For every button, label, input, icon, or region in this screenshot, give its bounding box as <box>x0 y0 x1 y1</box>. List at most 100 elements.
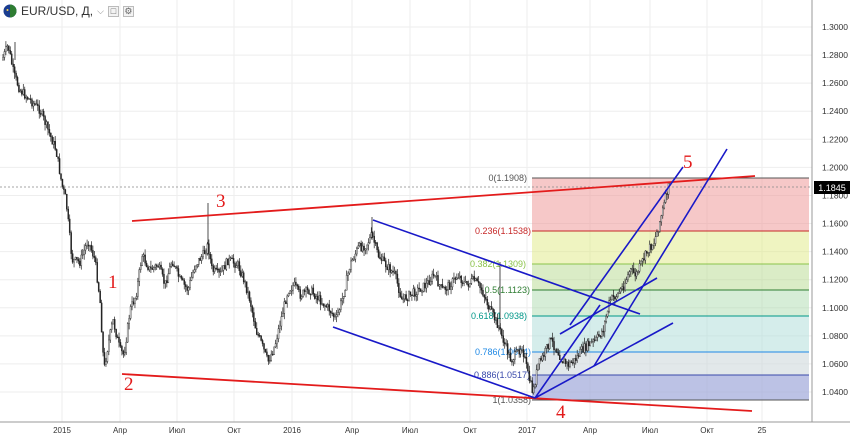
candle-body <box>601 330 603 337</box>
candle-body <box>261 340 264 344</box>
candle-body <box>54 141 56 150</box>
fib-zone-0-236 <box>532 178 809 231</box>
candle-body <box>209 254 212 260</box>
candle-body <box>444 286 447 290</box>
candle-body <box>129 306 132 319</box>
price-tick-label: 1.2600 <box>822 78 848 88</box>
candle-body <box>96 262 98 283</box>
candle-body <box>576 355 578 361</box>
candle-body <box>440 284 442 286</box>
candle-body <box>115 329 117 338</box>
candle-body <box>234 263 236 268</box>
time-tick-label: Окт <box>463 426 477 435</box>
candle-body <box>256 327 258 335</box>
candle-body <box>360 242 362 252</box>
candle-body <box>469 283 471 287</box>
candle-body <box>625 279 628 284</box>
candle-body <box>298 285 300 290</box>
candle-body <box>531 380 534 393</box>
price-tick-label: 1.0800 <box>822 331 848 341</box>
currency-flag-icon <box>3 4 17 18</box>
candle-body <box>411 294 413 297</box>
candle-body <box>258 335 261 337</box>
candle-body <box>615 296 618 300</box>
lower-red-trendline[interactable] <box>121 373 753 412</box>
candle-body <box>406 299 409 302</box>
candle-body <box>31 99 33 107</box>
candle-body <box>321 303 323 305</box>
candle-body <box>477 280 480 284</box>
candle-body <box>125 341 127 353</box>
candle-body <box>331 312 333 315</box>
settings-square-icon[interactable]: □ <box>107 5 119 17</box>
candle-body <box>347 272 349 276</box>
candle-body <box>202 250 204 257</box>
candle-body <box>12 63 14 67</box>
price-axis[interactable]: 1.3000 1.2800 1.2600 1.2400 1.2200 1.2000 1.18… <box>822 22 848 397</box>
fibonacci-retracement[interactable]: 0(1.1908)0.236(1.1538)0.382(1.1309)0.5(1… <box>470 173 809 405</box>
current-price-label: 1.1845 <box>818 183 846 193</box>
candle-body <box>208 243 210 255</box>
candle-body <box>97 282 100 292</box>
candle-body <box>437 275 439 287</box>
blue-channels[interactable] <box>332 148 728 399</box>
falling-channel-upper[interactable] <box>372 219 641 315</box>
current-price-badge: 1.1845 <box>814 181 850 194</box>
candle-body <box>237 261 239 266</box>
candle-body <box>524 356 526 358</box>
symbol-title[interactable]: EUR/USD, Д, <box>21 4 94 18</box>
settings-gear-icon[interactable]: ⚙ <box>122 5 134 17</box>
candle-body <box>588 340 590 347</box>
falling-channel-lower[interactable] <box>332 326 536 399</box>
rising-channel-right[interactable] <box>593 148 728 367</box>
candle-body <box>235 265 238 268</box>
candle-body <box>396 273 399 284</box>
rising-base-line[interactable] <box>534 322 674 399</box>
candle-body <box>287 293 290 297</box>
chevron-down-icon[interactable]: ⌵ <box>97 5 104 16</box>
candle-body <box>609 299 612 302</box>
candle-body <box>170 263 172 267</box>
candle-body <box>357 245 360 249</box>
candle-body <box>10 53 13 65</box>
candle-body <box>274 343 277 348</box>
candle-body <box>506 343 509 355</box>
mid-channel-line[interactable] <box>559 277 658 335</box>
candle-body <box>205 252 207 255</box>
candle-body <box>377 249 380 258</box>
candle-body <box>472 276 474 279</box>
time-axis[interactable]: 2015 Апр Июл Окт 2016 Апр Июл Окт 2017 Апр Июл Окт 2… <box>53 426 767 435</box>
candle-body <box>267 355 270 362</box>
candle-body <box>70 232 72 254</box>
candle-body <box>319 295 322 305</box>
candle-body <box>367 242 370 246</box>
candle-body <box>651 244 654 250</box>
candle-body <box>561 361 564 364</box>
candle-body <box>517 349 519 351</box>
candle-body <box>535 369 538 385</box>
candle-body <box>211 258 213 266</box>
candle-body <box>124 352 126 355</box>
candle-body <box>614 296 616 300</box>
candle-body <box>641 258 644 262</box>
rising-channel-left[interactable] <box>569 166 684 326</box>
candle-body <box>537 363 539 370</box>
candle-body <box>151 267 154 270</box>
candle-body <box>57 156 59 159</box>
candle-body <box>45 121 48 125</box>
upper-red-trendline[interactable] <box>131 175 756 222</box>
fib-level-label: 1(1.0358) <box>492 395 531 405</box>
candle-body <box>25 96 27 99</box>
candle-body <box>137 280 139 297</box>
candle-body <box>332 313 335 317</box>
candle-body <box>71 253 74 263</box>
candle-body <box>348 269 351 274</box>
candle-body <box>248 291 251 301</box>
price-tick-label: 1.1600 <box>822 219 848 229</box>
candle-body <box>382 256 384 261</box>
candle-body <box>253 312 255 322</box>
candle-body <box>6 45 9 48</box>
red-trendlines[interactable] <box>121 175 756 412</box>
diagonal-line[interactable] <box>534 304 601 399</box>
